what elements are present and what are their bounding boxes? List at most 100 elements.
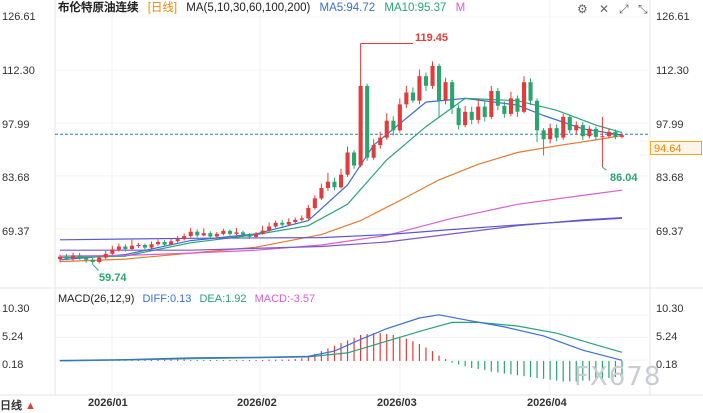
candle-up [103, 253, 108, 258]
y-label-right: 83.68 [656, 172, 684, 184]
candle-up [234, 232, 239, 234]
current-price-tag: 94.64 [650, 141, 702, 155]
candle-up [293, 219, 298, 222]
candle-up [404, 92, 409, 105]
candle-down [90, 259, 95, 262]
period-tag[interactable]: [日线] [147, 2, 178, 14]
watermark: FX678 [574, 362, 662, 392]
y-label-right: 126.61 [656, 11, 690, 23]
close-icon[interactable]: ✕ [599, 2, 610, 16]
candle-up [606, 131, 611, 137]
macd-y-label-left: 10.30 [2, 303, 30, 315]
macd-y-label-right: 5.24 [656, 331, 678, 343]
candle-up [489, 91, 494, 117]
candle-down [77, 255, 82, 258]
candle-up [345, 152, 350, 175]
candle-down [365, 85, 370, 158]
instrument-name: 布伦特原油连续 [58, 2, 139, 14]
macd-dea-line [59, 321, 623, 362]
y-label-left: 83.68 [2, 172, 30, 184]
candle-down [495, 91, 500, 106]
candle-down [247, 234, 252, 237]
candle-down [482, 106, 487, 117]
candle-down [515, 98, 520, 112]
candle-up [319, 188, 324, 199]
x-label: 2026/03 [377, 397, 417, 409]
candle-up [273, 222, 278, 227]
macd-y-label-left: 0.18 [2, 359, 24, 371]
macd-diff-line [59, 314, 623, 362]
candle-down [502, 105, 507, 114]
candle-down [64, 256, 69, 259]
macd-params[interactable]: MACD(26,12,9) [58, 293, 135, 305]
y-label-right: 97.99 [656, 119, 684, 131]
candle-up [97, 257, 102, 262]
candle-down [437, 65, 442, 101]
candle-down [593, 128, 598, 137]
gear-icon[interactable]: ⚙ [577, 2, 588, 16]
candle-down [541, 130, 546, 140]
candle-up [600, 136, 605, 138]
candle-down [280, 222, 285, 225]
candle-down [554, 128, 559, 138]
ma-line-ma60 [59, 189, 623, 257]
candle-up [149, 244, 154, 248]
y-label-left: 112.30 [2, 65, 35, 77]
y-label-left: 97.99 [2, 119, 30, 131]
candle-up [587, 128, 592, 137]
candle-up [561, 116, 566, 138]
candle-down [528, 82, 533, 101]
candle-down [195, 231, 200, 236]
candle-up [201, 233, 206, 236]
recent-low-annotation: 86.04 [610, 172, 638, 184]
candle-down [84, 257, 89, 260]
timeframe-selector[interactable]: 日线 ▲ [0, 397, 36, 413]
candle-down [410, 92, 415, 101]
candle-up [136, 245, 141, 246]
candle-up [58, 256, 63, 259]
candle-up [430, 65, 435, 86]
x-label: 2026/01 [88, 397, 128, 409]
low-annotation: 59.74 [99, 272, 127, 284]
candle-down [423, 76, 428, 86]
candle-up [463, 111, 468, 126]
candle-down [142, 245, 147, 248]
candle-up [286, 222, 291, 225]
triangle-up-icon: ▲ [25, 400, 36, 412]
macd-y-label-right: 0.18 [656, 359, 678, 371]
candle-up [156, 242, 161, 245]
candle-down [580, 125, 585, 137]
candle-up [371, 145, 376, 158]
candle-up [116, 246, 121, 250]
ma-params[interactable]: MA(5,10,30,60,100,200) [186, 2, 311, 14]
x-label: 2026/02 [237, 397, 277, 409]
candle-up [214, 233, 219, 237]
candle-up [378, 137, 383, 146]
candle-up [312, 198, 317, 208]
candle-up [221, 230, 226, 234]
candle-down [227, 230, 232, 234]
macd-y-label-left: 5.24 [2, 331, 24, 343]
ma-line-ma10 [59, 97, 623, 259]
candle-up [548, 128, 553, 140]
candle-up [188, 231, 193, 237]
candle-up [169, 241, 174, 245]
candle-up [339, 174, 344, 188]
candle-up [443, 82, 448, 101]
candle-down [613, 131, 618, 137]
y-label-right: 112.30 [656, 65, 689, 77]
candle-up [129, 245, 134, 249]
candle-down [208, 233, 213, 237]
candle-up [267, 226, 272, 231]
collapse-icon[interactable]: ⤡ [638, 2, 648, 16]
candle-down [162, 242, 167, 245]
candle-up [508, 98, 513, 114]
macd-y-label-right: 10.30 [656, 303, 684, 315]
timeframe-label: 日线 [0, 400, 22, 412]
candle-down [469, 111, 474, 120]
expand-icon[interactable]: ⤢ [619, 2, 629, 16]
candle-down [567, 116, 572, 131]
candle-up [417, 76, 422, 101]
